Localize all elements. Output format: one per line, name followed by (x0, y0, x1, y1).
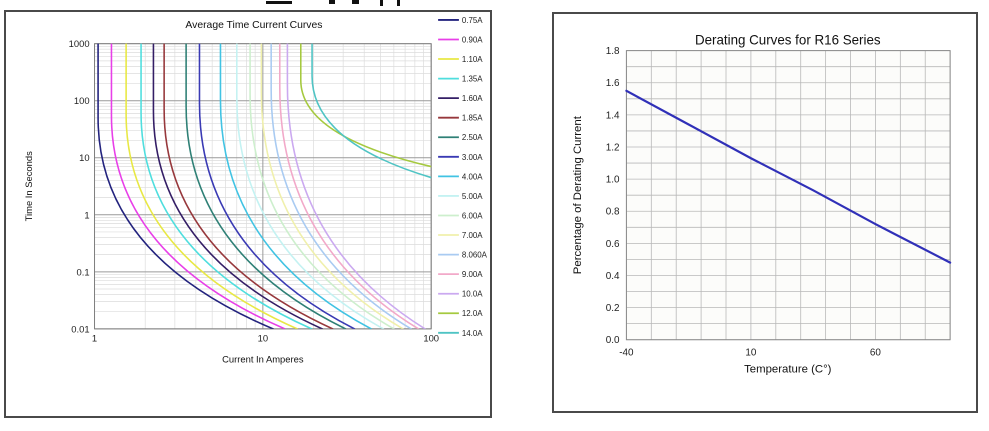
fuse-curve-12.0A (299, 43, 432, 168)
legend-label: 3.00A (462, 153, 483, 162)
legend-item: 1.35A (438, 75, 483, 84)
legend-label: 4.00A (462, 172, 483, 181)
fuse-curve-5.00A (236, 43, 385, 329)
fuse-curve-7.00A (260, 43, 404, 329)
legend-label: 10.0A (462, 290, 483, 299)
fuse-curve-3.00A (198, 43, 356, 329)
cropped-heading-fragment (380, 0, 383, 6)
x-tick-label: 100 (423, 333, 439, 344)
legend-item: 2.50A (438, 133, 483, 142)
fuse-curve-0.90A (110, 43, 286, 329)
legend-label: 1.35A (462, 75, 483, 84)
fuse-curve-1.85A (163, 43, 334, 329)
y-tick-label: 0.2 (606, 303, 620, 314)
legend-label: 8.060A (462, 251, 488, 260)
y-tick-label: 1.8 (606, 46, 620, 57)
legend-item: 8.060A (438, 251, 488, 260)
y-tick-label: 100 (74, 95, 90, 106)
legend-item: 4.00A (438, 172, 483, 181)
derating-line (625, 89, 952, 264)
legend-item: 14.0A (438, 329, 483, 338)
legend-item: 0.75A (438, 16, 483, 25)
legend-label: 1.60A (462, 94, 483, 103)
legend-label: 2.50A (462, 133, 483, 142)
legend-label: 9.00A (462, 270, 483, 279)
y-tick-label: 1.4 (606, 110, 620, 121)
derating-chart-panel: 0.0 0.2 0.4 0.6 0.8 1.0 1.2 1.4 1.6 1.8 -40 10 60 De… (552, 12, 978, 413)
y-tick-label: 1.2 (606, 142, 620, 153)
legend-label: 0.75A (462, 16, 483, 25)
legend-item: 1.10A (438, 55, 483, 64)
legend-label: 14.0A (462, 329, 483, 338)
fuse-curve-0.75A (97, 43, 274, 329)
legend-item: 7.00A (438, 231, 483, 240)
fuse-curve-9.00A (278, 43, 420, 329)
time-current-chart-panel: 1000 100 10 1 0.1 0.01 1 10 100 0.75A 0.90A 1.10A 1… (4, 10, 492, 418)
fuse-curve-1.10A (125, 43, 299, 329)
x-axis-label: Current In Amperes (222, 354, 304, 365)
y-axis-label: Time In Seconds (23, 151, 34, 221)
legend-item: 9.00A (438, 270, 483, 279)
y-tick-label: 0.01 (71, 323, 89, 334)
legend-label: 5.00A (462, 192, 483, 201)
cropped-heading-fragment (329, 0, 335, 4)
x-tick-label: 10 (258, 333, 268, 344)
y-tick-label: 1 (84, 209, 89, 220)
legend-label: 12.0A (462, 309, 483, 318)
fuse-curve-6.00A (249, 43, 395, 329)
y-tick-label: 1.6 (606, 78, 620, 89)
x-axis-label: Temperature (C°) (744, 363, 832, 375)
legend-label: 6.00A (462, 211, 483, 220)
fuse-curve-1.35A (140, 43, 313, 329)
fuse-curve-2.50A (185, 43, 347, 329)
derating-chart: 0.0 0.2 0.4 0.6 0.8 1.0 1.2 1.4 1.6 1.8 -40 10 60 De… (572, 33, 952, 375)
y-tick-label: 1.0 (606, 175, 620, 186)
chart-title: Derating Curves for R16 Series (695, 33, 881, 48)
x-tick-label: 60 (870, 348, 882, 359)
legend-item: 10.0A (438, 290, 483, 299)
legend-label: 1.10A (462, 55, 483, 64)
y-tick-label: 0.6 (606, 239, 620, 250)
legend-item: 5.00A (438, 192, 483, 201)
plot-border (94, 43, 432, 330)
y-tick-label: 1000 (69, 38, 90, 49)
fuse-curve-14.0A (311, 43, 432, 179)
y-tick-label: 0.0 (606, 335, 620, 346)
legend-label: 0.90A (462, 35, 483, 44)
legend-item: 1.60A (438, 94, 483, 103)
fuse-curve-1.60A (152, 43, 323, 329)
y-tick-label: 0.1 (77, 266, 90, 277)
y-tick-label: 10 (79, 152, 89, 163)
fuse-curve-10.0A (286, 43, 426, 329)
legend-item: 6.00A (438, 211, 483, 220)
fuse-curve-8.060A (270, 43, 412, 329)
curves-group (97, 43, 432, 329)
x-tick-label: 10 (745, 348, 757, 359)
plot-border (625, 50, 951, 341)
cropped-heading-fragment (352, 0, 359, 4)
y-tick-label: 0.4 (606, 271, 620, 282)
legend-label: 1.85A (462, 114, 483, 123)
y-axis-label: Percentage of Derating Current (572, 115, 584, 274)
x-tick-label: -40 (619, 348, 634, 359)
y-tick-label: 0.8 (606, 207, 620, 218)
legend-label: 7.00A (462, 231, 483, 240)
x-tick-label: 1 (92, 333, 97, 344)
chart-title: Average Time Current Curves (185, 20, 322, 31)
cropped-heading-fragment (397, 0, 400, 6)
legend-item: 0.90A (438, 35, 483, 44)
legend-item: 12.0A (438, 309, 483, 318)
cropped-heading-fragment (266, 1, 292, 4)
fuse-curve-4.00A (219, 43, 372, 329)
legend-item: 1.85A (438, 114, 483, 123)
legend-item: 3.00A (438, 153, 483, 162)
